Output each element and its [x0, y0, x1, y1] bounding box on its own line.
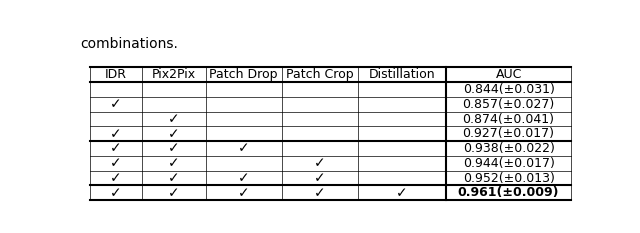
Text: ✓: ✓	[110, 127, 122, 141]
Text: ✓: ✓	[168, 112, 179, 126]
Text: Distillation: Distillation	[369, 68, 435, 81]
Text: IDR: IDR	[105, 68, 127, 81]
Text: 0.927(±0.017): 0.927(±0.017)	[463, 127, 555, 140]
Text: 0.961(±0.009): 0.961(±0.009)	[458, 186, 559, 199]
Text: ✓: ✓	[238, 142, 250, 156]
Text: ✓: ✓	[168, 186, 179, 200]
Text: ✓: ✓	[110, 97, 122, 111]
Text: 0.844(±0.031): 0.844(±0.031)	[463, 83, 554, 96]
Text: Pix2Pix: Pix2Pix	[152, 68, 196, 81]
Text: ✓: ✓	[110, 156, 122, 170]
Text: ✓: ✓	[110, 142, 122, 156]
Text: ✓: ✓	[110, 186, 122, 200]
Text: 0.952(±0.013): 0.952(±0.013)	[463, 171, 554, 185]
Text: AUC: AUC	[495, 68, 522, 81]
Text: 0.938(±0.022): 0.938(±0.022)	[463, 142, 554, 155]
Text: Patch Drop: Patch Drop	[209, 68, 278, 81]
Text: 0.874(±0.041): 0.874(±0.041)	[463, 113, 555, 126]
Text: ✓: ✓	[238, 186, 250, 200]
Text: ✓: ✓	[110, 171, 122, 185]
Text: Patch Crop: Patch Crop	[286, 68, 354, 81]
Text: ✓: ✓	[168, 156, 179, 170]
Text: ✓: ✓	[396, 186, 408, 200]
Text: ✓: ✓	[314, 186, 326, 200]
Text: 0.857(±0.027): 0.857(±0.027)	[463, 98, 555, 111]
Text: 0.944(±0.017): 0.944(±0.017)	[463, 157, 554, 170]
Text: combinations.: combinations.	[80, 37, 178, 51]
Text: ✓: ✓	[314, 156, 326, 170]
Text: ✓: ✓	[168, 171, 179, 185]
Text: ✓: ✓	[168, 142, 179, 156]
Text: ✓: ✓	[168, 127, 179, 141]
Text: ✓: ✓	[314, 171, 326, 185]
Text: ✓: ✓	[238, 171, 250, 185]
